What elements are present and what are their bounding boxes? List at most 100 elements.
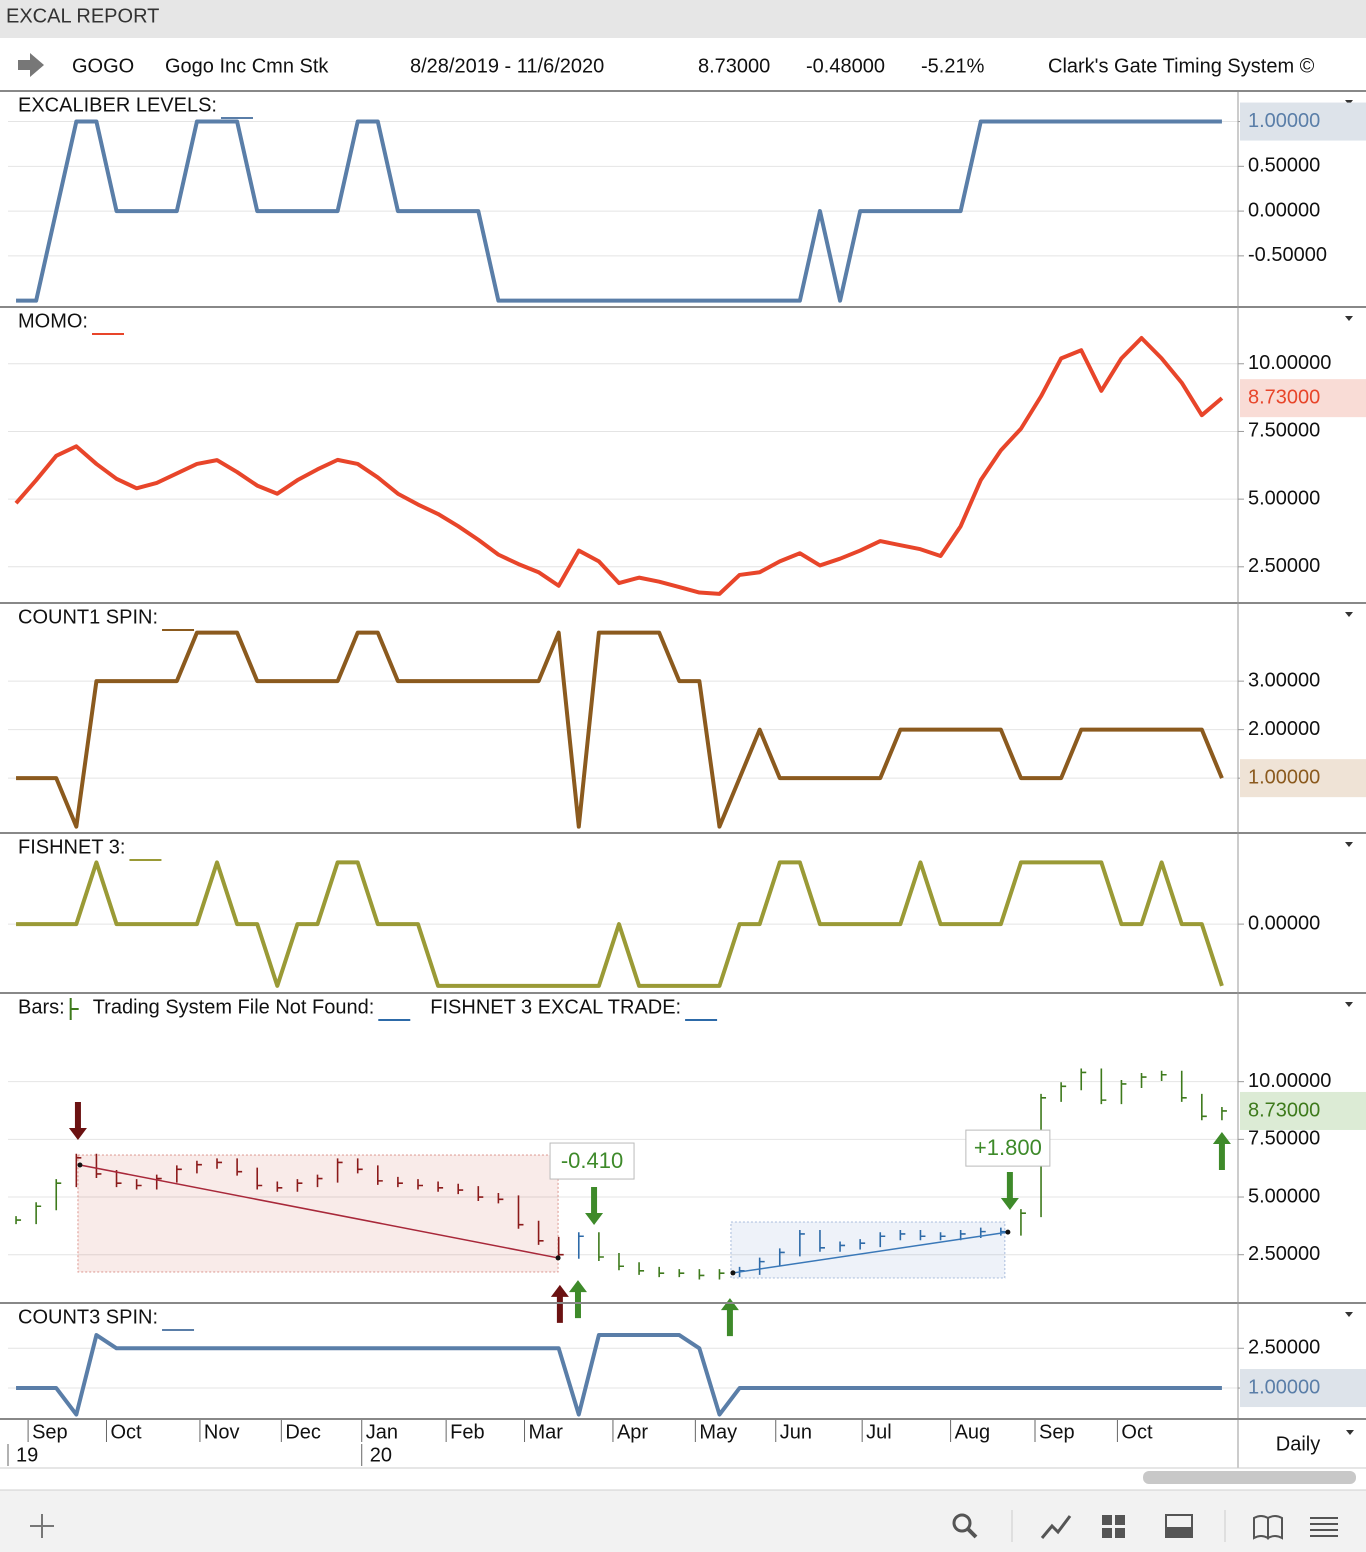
trade-result: -0.410 — [561, 1148, 623, 1173]
y-tick-label: 2.50000 — [1248, 1337, 1320, 1359]
header-bar — [0, 38, 1366, 92]
price-bar — [397, 1176, 403, 1188]
price-bar — [135, 1179, 142, 1190]
x-tick-label: Oct — [110, 1421, 142, 1443]
price-bar — [899, 1229, 906, 1241]
book-button[interactable] — [1253, 1515, 1283, 1540]
price-bar — [1120, 1079, 1127, 1105]
price-bar — [517, 1195, 524, 1229]
price-bar — [658, 1266, 665, 1278]
price-bar — [939, 1232, 946, 1241]
entry-dot — [1005, 1229, 1011, 1235]
add-button[interactable] — [30, 1514, 54, 1538]
legend-label: Trading System File Not Found: — [93, 996, 375, 1018]
y-tick-label: 5.00000 — [1248, 487, 1320, 509]
price-bar — [336, 1158, 343, 1183]
price-bar — [919, 1229, 926, 1241]
search-button[interactable] — [952, 1513, 978, 1539]
chart-button[interactable] — [1040, 1515, 1072, 1539]
scrollbar[interactable] — [1143, 1471, 1356, 1484]
interval[interactable]: Daily — [1276, 1433, 1320, 1455]
panel-menu[interactable] — [1345, 612, 1353, 617]
price-bar — [718, 1269, 725, 1280]
price-bar — [176, 1165, 182, 1183]
panel-menu[interactable] — [1345, 100, 1353, 105]
price-bar — [216, 1158, 223, 1169]
price-bar — [296, 1179, 303, 1192]
panel-menu[interactable] — [1345, 1312, 1353, 1317]
panel-button[interactable] — [1165, 1514, 1193, 1538]
legend-label: FISHNET 3 EXCAL TRADE: — [430, 996, 681, 1018]
legend-label: MOMO: — [18, 310, 88, 332]
panel-menu[interactable] — [1345, 842, 1353, 847]
price-bar — [256, 1167, 263, 1190]
series-line — [14, 336, 1224, 596]
change: -0.48000 — [806, 55, 885, 77]
x-tick-label: Mar — [529, 1421, 564, 1443]
y-tick-label: 1.00000 — [1248, 766, 1320, 788]
x-tick-label: Sep — [32, 1421, 68, 1443]
last-value-box — [1240, 379, 1366, 418]
title-bar — [0, 0, 1366, 38]
entry-dot — [555, 1255, 561, 1261]
price-bar — [1160, 1070, 1167, 1082]
price-bar — [55, 1179, 62, 1211]
change-pct: -5.21% — [921, 55, 985, 77]
y-tick-label: 7.50000 — [1248, 1128, 1320, 1150]
legend-label: EXCALIBER LEVELS: — [18, 94, 217, 116]
arrow-icon[interactable] — [18, 53, 44, 77]
year-label: 19 — [16, 1444, 38, 1466]
x-tick-label: May — [699, 1421, 737, 1443]
last-value-box — [1240, 759, 1366, 798]
toolbar — [0, 1490, 1366, 1552]
trade-result-box — [965, 1129, 1051, 1167]
x-tick-label: Sep — [1039, 1421, 1075, 1443]
y-tick-label: 10.00000 — [1248, 1070, 1331, 1092]
price-bar — [557, 1236, 564, 1259]
price-bar — [477, 1186, 484, 1202]
signal-arrow — [68, 1102, 87, 1141]
legend-label: COUNT1 SPIN: — [18, 606, 158, 628]
plots: 1.00000 0.50000 0.00000 -0.50000 EXCALIBER L… — [0, 94, 1366, 1466]
price-bar — [638, 1262, 645, 1275]
menu-button[interactable] — [1310, 1517, 1338, 1537]
last-price: 8.73000 — [698, 55, 770, 77]
interval-menu[interactable] — [1346, 1430, 1354, 1435]
y-tick-label: 0.00000 — [1248, 199, 1320, 221]
signal-arrow — [720, 1298, 739, 1337]
x-tick-label: Jul — [866, 1421, 892, 1443]
legend-label: FISHNET 3: — [18, 836, 125, 858]
y-tick-label: 2.50000 — [1248, 555, 1320, 577]
layout-button[interactable] — [1102, 1515, 1125, 1538]
price-bar — [1180, 1070, 1187, 1102]
price-bar — [377, 1165, 383, 1185]
panel-menu[interactable] — [1345, 316, 1353, 321]
price-bar — [497, 1193, 504, 1204]
trade-zone — [77, 1154, 559, 1273]
price-bar — [799, 1229, 805, 1257]
series-line — [16, 860, 1224, 988]
panel-menu[interactable] — [1345, 1002, 1353, 1007]
price-bar — [1000, 1227, 1006, 1236]
trend-line — [732, 1231, 1008, 1274]
price-bar — [598, 1232, 604, 1262]
price-bar — [758, 1257, 765, 1275]
price-bar — [437, 1181, 444, 1192]
price-bar — [1060, 1082, 1067, 1102]
y-tick-label: 3.00000 — [1248, 669, 1320, 691]
y-tick-label: 1.00000 — [1248, 1376, 1320, 1398]
trade-result: +1.800 — [974, 1135, 1042, 1160]
price-bar — [15, 1216, 22, 1225]
price-bar — [618, 1253, 624, 1271]
last-value-box — [1240, 1091, 1366, 1130]
price-bar — [1140, 1073, 1147, 1088]
y-tick-label: 2.00000 — [1248, 718, 1320, 740]
last-value-box — [1240, 1369, 1366, 1408]
price-bar — [859, 1239, 866, 1250]
window-title: EXCAL REPORT — [6, 5, 159, 27]
system-name: Clark's Gate Timing System © — [1048, 55, 1315, 77]
trend-line — [79, 1164, 559, 1259]
legend-label: Bars: — [18, 996, 65, 1018]
